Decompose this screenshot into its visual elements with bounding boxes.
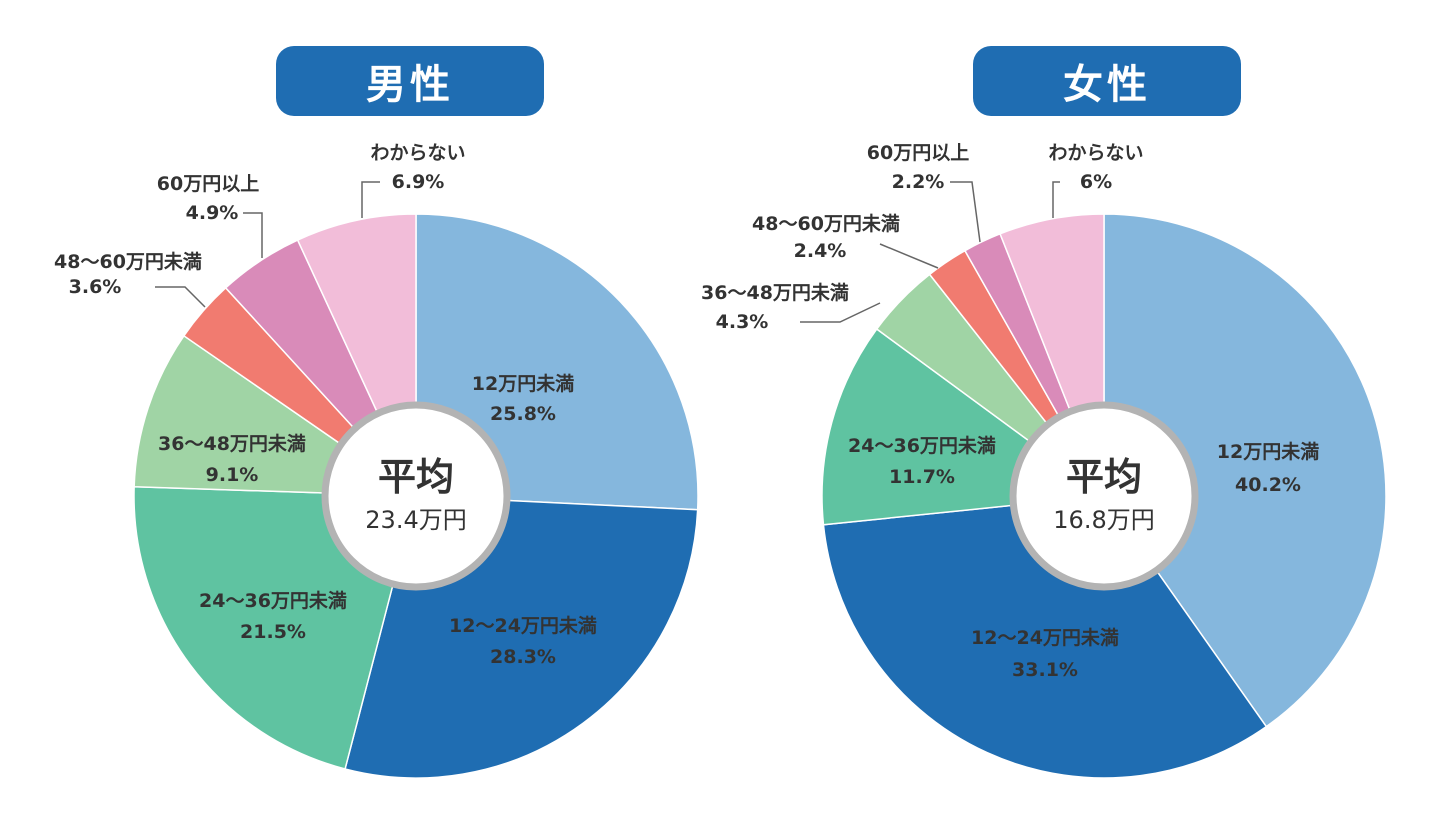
slice-label: わからない — [1048, 142, 1143, 164]
slice-label: 24～36万円未満 — [199, 589, 347, 612]
slice-label: 60万円以上 — [157, 173, 259, 195]
slice-value-label: 2.2% — [892, 171, 945, 193]
slice-value-label: 25.8% — [490, 403, 556, 425]
slice-label: 24～36万円未満 — [848, 434, 996, 457]
center-value: 23.4万円 — [365, 506, 466, 534]
slice-value-label: 21.5% — [240, 621, 306, 643]
slice-value-label: 28.3% — [490, 646, 556, 668]
slice-value-label: 11.7% — [889, 466, 955, 488]
slice-value-label: 4.9% — [186, 202, 239, 224]
leader-line — [155, 286, 206, 308]
slice-value-label: 9.1% — [206, 464, 259, 486]
slice-value-label: 6.9% — [392, 171, 445, 193]
slice-value-label: 3.6% — [69, 276, 122, 298]
slice-label: 12～24万円未満 — [971, 626, 1119, 649]
slice-value-label: 6% — [1080, 171, 1112, 193]
leader-line — [1052, 181, 1060, 218]
center-value: 16.8万円 — [1053, 506, 1154, 534]
pie-slice — [1103, 213, 1387, 728]
center-label: 平均 — [1066, 455, 1142, 499]
leader-line — [800, 302, 881, 323]
pie-slice — [822, 495, 1268, 779]
leader-line — [950, 181, 981, 243]
slice-value-label: 2.4% — [794, 240, 847, 262]
slice-value-label: 4.3% — [716, 311, 769, 333]
title-female: 女性 — [973, 46, 1241, 116]
pie-female: 12万円未満 40.2% 12～24万円未満 33.1% 24～36万円未満 11.7% 3… — [701, 142, 1387, 779]
leader-line — [243, 212, 263, 258]
slice-label: わからない — [370, 142, 465, 164]
leader-line — [361, 181, 380, 218]
slice-label: 12万円未満 — [1217, 440, 1319, 463]
title-male: 男性 — [276, 46, 544, 116]
slice-label: 48～60万円未満 — [752, 212, 900, 235]
slice-label: 36～48万円未満 — [701, 281, 849, 304]
slice-label: 36～48万円未満 — [158, 432, 306, 455]
slice-label: 60万円以上 — [867, 142, 969, 164]
slice-label: 12万円未満 — [472, 372, 574, 395]
slice-value-label: 33.1% — [1012, 659, 1078, 681]
center-label: 平均 — [378, 455, 454, 499]
leader-line — [879, 243, 939, 269]
center-circle — [1009, 401, 1199, 591]
center-circle — [321, 401, 511, 591]
slice-label: 12～24万円未満 — [449, 614, 597, 637]
pie-male: 12万円未満 25.8% 12～24万円未満 28.3% 24～36万円未満 21.5% 3… — [54, 142, 699, 779]
slice-value-label: 40.2% — [1235, 474, 1301, 496]
slice-label: 48～60万円未満 — [54, 250, 202, 273]
